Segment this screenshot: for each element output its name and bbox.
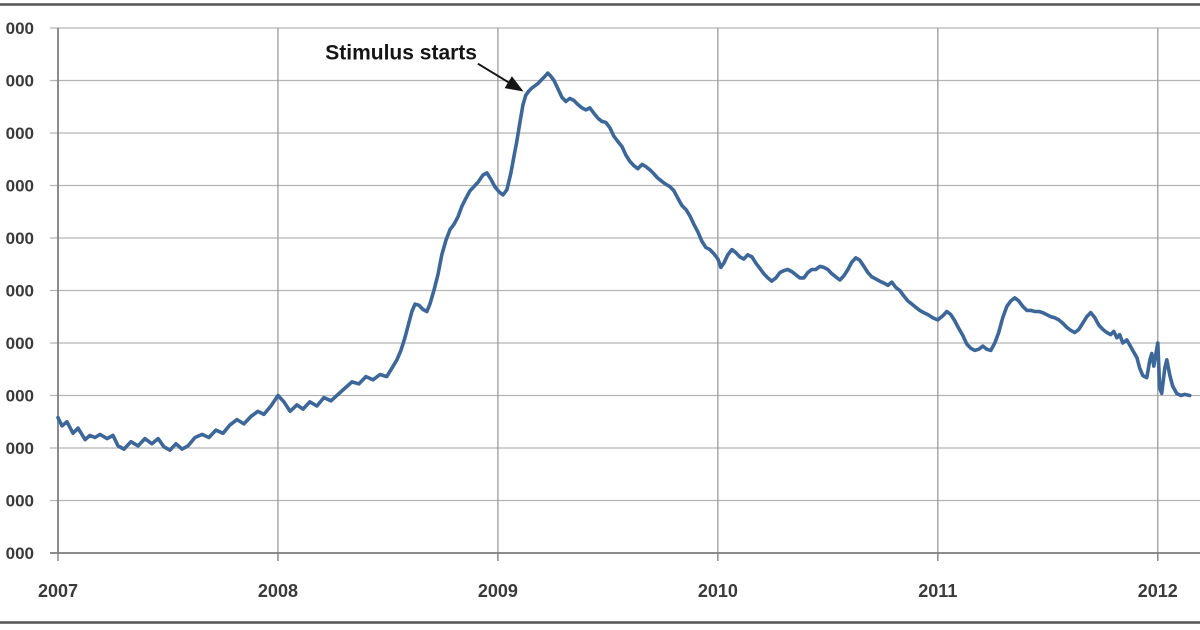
y-tick-label: 000 [6,19,34,38]
annotation-arrow [477,62,524,92]
annotation-text: Stimulus starts [325,42,477,65]
y-tick-label: 000 [6,72,34,91]
figure-rules [0,3,1200,624]
y-tick-label: 000 [6,124,34,143]
x-tick-label: 2008 [258,581,298,601]
data-series-layer [56,71,1192,452]
y-tick-label: 000 [6,282,34,301]
y-tick-label: 000 [6,334,34,353]
data-line-series-1 [56,71,1192,452]
x-tick-label: 2012 [1138,581,1178,601]
plot-gridlines [50,27,1200,554]
x-tick-label: 2007 [38,581,78,601]
y-tick-label: 000 [6,177,34,196]
plot-axes [50,28,1200,561]
x-tick-label: 2011 [918,581,957,601]
annotation-layer: Stimulus starts [325,42,524,92]
y-tick-label: 000 [6,387,34,406]
x-tick-label: 2010 [698,581,738,601]
y-tick-label: 000 [6,492,34,511]
y-tick-label: 000 [6,229,34,248]
x-tick-label: 2009 [478,581,518,601]
y-tick-label: 000 [6,439,34,458]
y-tick-label: 000 [6,544,34,563]
